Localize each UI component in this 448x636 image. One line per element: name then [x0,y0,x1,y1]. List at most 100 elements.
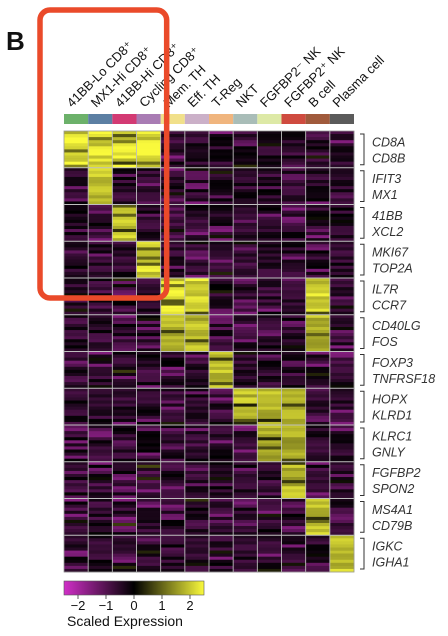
heatmap-cell [112,207,137,211]
heatmap-cell [88,562,113,567]
heatmap-cell [136,452,161,456]
heatmap-cell [257,314,282,319]
heatmap-cell [64,155,89,159]
heatmap-cell [209,513,234,518]
heatmap-cell [160,238,186,242]
heatmap-cell [209,222,234,227]
heatmap-cell [88,360,113,365]
heatmap-cell [209,532,234,536]
heatmap-cell [329,440,355,444]
heatmap-cell [209,553,234,557]
heatmap-cell [281,271,306,276]
heatmap-cell [112,421,137,426]
heatmap-cell [184,146,210,150]
heatmap-cell [112,363,137,368]
heatmap-cell [88,339,113,343]
heatmap-cell [112,265,137,270]
heatmap-cell [88,519,113,524]
heatmap-cell [160,556,186,561]
heatmap-cell [184,342,210,346]
heatmap-cell [281,235,306,239]
heatmap-cell [136,467,161,472]
heatmap-cell [112,425,137,429]
heatmap-cell [184,434,210,438]
heatmap-cell [257,299,282,303]
gene-group-bracket [360,537,365,570]
heatmap-cell [112,170,137,175]
heatmap-cell [233,501,258,505]
heatmap-cell [329,253,355,257]
heatmap-cell [209,232,234,236]
heatmap-cell [160,446,186,450]
heatmap-cell [281,516,306,521]
heatmap-cell [281,523,306,527]
heatmap-cell [184,412,210,417]
legend-tick-label: 2 [186,598,193,613]
heatmap-cell [233,409,258,414]
heatmap-cell [209,379,234,383]
heatmap-cell [233,372,258,377]
heatmap-cell [257,501,282,505]
heatmap-cell [329,379,355,383]
heatmap-cell [88,164,113,169]
heatmap-cell [160,149,186,153]
heatmap-cell [184,308,210,312]
heatmap-cell [112,523,137,527]
heatmap-cell [329,149,355,153]
heatmap-cell [305,229,331,233]
heatmap-cell [184,541,210,545]
heatmap-cell [233,495,258,499]
heatmap-cell [64,302,89,306]
heatmap-cell [329,345,355,349]
heatmap-cell [329,354,355,358]
heatmap-cell [160,474,186,478]
heatmap-cell [160,241,186,245]
gene-label: FOXP3 [372,356,413,370]
heatmap-cell [88,201,113,205]
heatmap-cell [257,421,282,426]
heatmap-cell [136,446,161,450]
heatmap-cell [64,287,89,291]
heatmap-cell [136,241,161,245]
heatmap-cell [281,342,306,346]
cluster-color-swatch [305,114,330,124]
heatmap-cell [184,216,210,221]
heatmap-cell [209,345,234,349]
heatmap-cell [329,131,355,135]
heatmap-cell [257,339,282,343]
heatmap-cell [136,167,161,172]
heatmap-cell [136,278,161,282]
heatmap-cell [160,461,186,466]
heatmap-cell [305,541,331,545]
heatmap-cell [305,504,331,508]
heatmap-cell [112,379,137,383]
heatmap-cell [88,366,113,371]
heatmap-cell [64,308,89,312]
heatmap-cell [209,372,234,377]
heatmap-cell [64,189,89,193]
heatmap-cell [305,204,331,208]
heatmap-cell [209,268,234,273]
heatmap-cell [305,351,331,355]
heatmap-cell [329,299,355,303]
heatmap-cell [281,131,306,135]
heatmap-cell [160,421,186,426]
heatmap-cell [64,198,89,202]
heatmap-cell [136,470,161,475]
heatmap-cell [233,406,258,410]
heatmap-cell [136,183,161,187]
heatmap-cell [257,474,282,478]
heatmap-cell [209,431,234,435]
heatmap-cell [112,262,137,267]
heatmap-cell [160,180,186,184]
heatmap-cell [257,219,282,224]
heatmap-cell [64,186,89,190]
heatmap-cell [233,164,258,169]
heatmap-cell [329,568,355,573]
heatmap-cell [329,357,355,361]
heatmap-cell [305,388,331,392]
heatmap-cell [281,241,306,245]
heatmap-cell [233,434,258,438]
heatmap-cell [329,235,355,239]
heatmap-cell [136,556,161,561]
